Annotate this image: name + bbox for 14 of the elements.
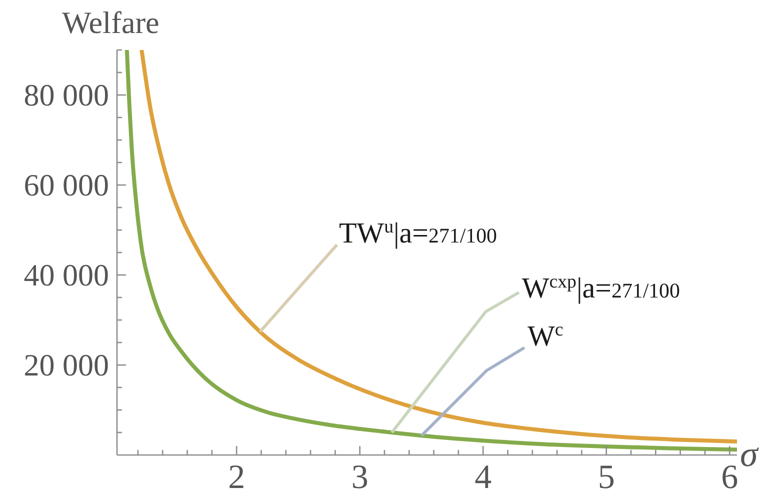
y-axis-title: Welfare bbox=[62, 5, 160, 40]
x-tick-label: 2 bbox=[228, 459, 246, 496]
y-tick-label: 40 000 bbox=[24, 258, 109, 293]
y-tick-label: 20 000 bbox=[24, 348, 109, 383]
y-tick-label: 60 000 bbox=[24, 168, 109, 203]
x-axis-title: σ bbox=[740, 434, 759, 474]
annotation: W$^{cxp}$|a=271/100 bbox=[522, 271, 680, 304]
x-tick-label: 3 bbox=[351, 459, 368, 496]
annotation: TW$^{u}$|a=271/100 bbox=[338, 216, 497, 250]
y-tick-label: 80 000 bbox=[24, 78, 109, 113]
x-tick-label: 5 bbox=[598, 459, 615, 496]
x-tick-label: 4 bbox=[474, 459, 492, 496]
annotation: W$^{c}$ bbox=[527, 319, 564, 353]
x-tick-label: 6 bbox=[721, 459, 738, 496]
